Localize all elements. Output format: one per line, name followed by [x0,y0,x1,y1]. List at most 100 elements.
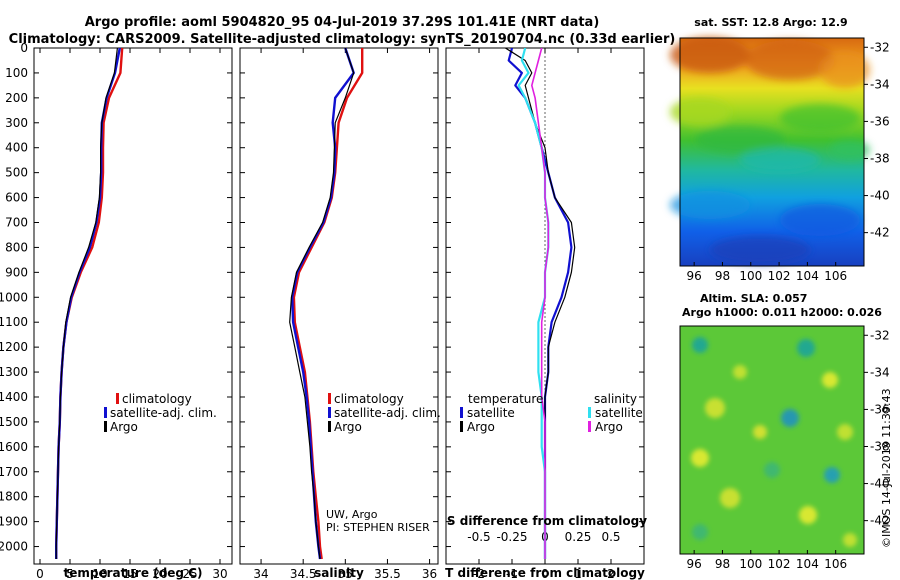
depth-tick-label: 700 [5,215,28,229]
map-x-tick-label: 96 [687,557,702,571]
salinity-annotation-line1: UW, Argo [326,508,378,521]
sst-map-frame [679,37,865,267]
x-tick-label: 1 [574,567,582,580]
depth-tick-label: 1200 [0,340,28,354]
salinity-x-axis: 34 34.5 35 35.5 36 [253,48,437,580]
x-tick-label: 34 [253,567,268,580]
temperature-series [55,48,124,559]
series-line-argo [289,48,355,560]
temperature-x-axis: 0 5 10 15 20 25 30 [36,48,228,580]
sla-map-axes: 96 98 100 102 104 106 -32 -34 -36 -38 -40 -42 [687,328,890,571]
map-y-tick-label: -32 [870,328,890,342]
temperature-axes [33,47,233,565]
sst-map-title: sat. SST: 12.8 Argo: 12.9 [694,16,847,29]
legend-swatch-temp-satellite [460,407,463,418]
legend-swatch-climatology [328,393,331,404]
map-x-tick-label: 100 [739,557,762,571]
map-y-tick-label: -34 [870,77,890,91]
x-tick-label: 30 [212,567,227,580]
x-tick-label: 36 [422,567,437,580]
legend-label-argo: Argo [334,420,362,434]
legend-swatch-sal-argo [588,421,591,432]
temperature-xlabel: temperature (deg C) [64,566,203,580]
map-x-tick-label: 106 [824,269,847,283]
map-x-tick-label: 104 [796,557,819,571]
legend-label-satellite: satellite-adj. clim. [334,406,441,420]
difference-legend: temperature satellite Argo salinity sate… [460,392,643,434]
depth-tick-label: 1800 [0,490,28,504]
x-tick-label: 10 [92,567,107,580]
depth-tick-label: 2000 [0,540,28,554]
x-tick-label: 34.5 [290,567,317,580]
map-x-tick-label: 104 [796,269,819,283]
depth-tick-label: 200 [5,91,28,105]
depth-tick-label: 900 [5,265,28,279]
legend-title-salinity: salinity [594,392,637,406]
legend-title-temperature: temperature [468,392,543,406]
salinity-annotation-line2: PI: STEPHEN RISER [326,521,430,534]
difference-top-axis: -0.5 -0.25 0 0.25 0.5 [467,530,620,544]
salinity-xlabel: salinity [314,566,364,580]
watermark: ©IMOS 14-Jul-2019 11:39:43 [880,388,893,548]
x-tick-label: 0 [36,567,44,580]
depth-tick-label: 0 [20,41,28,55]
x-tick-label: 2 [607,567,615,580]
map-x-tick-label: 102 [768,557,791,571]
depth-tick-label: 100 [5,66,28,80]
difference-series [505,48,576,559]
legend-label-satellite: satellite-adj. clim. [110,406,217,420]
legend-label-climatology: climatology [122,392,192,406]
depth-tick-label: 300 [5,116,28,130]
depth-tick-label: 1600 [0,440,28,454]
map-y-tick-label: -36 [870,114,890,128]
sla-map-field [680,326,864,554]
legend-label-temp-satellite: satellite [467,406,515,420]
legend-swatch-satellite [328,407,331,418]
depth-tick-label: 1900 [0,515,28,529]
map-x-tick-label: 98 [715,557,730,571]
x-tick-label: -1 [506,567,518,580]
series-line-salinity-argo [530,48,550,559]
depth-tick-label: 500 [5,166,28,180]
salinity-series [289,48,364,560]
temperature-legend: climatology satellite-adj. clim. Argo [104,392,217,434]
sla-map [679,325,865,555]
top-tick-label: 0.5 [601,530,620,544]
header-line1: Argo profile: aoml 5904820_95 04-Jul-201… [85,15,600,30]
map-y-tick-label: -38 [870,439,890,453]
map-y-tick-label: -34 [870,365,890,379]
sla-map-title-line2: Argo h1000: 0.011 h2000: 0.026 [682,306,882,319]
legend-label-sal-satellite: satellite [595,406,643,420]
legend-swatch-argo [104,421,107,432]
legend-swatch-satellite [104,407,107,418]
depth-tick-label: 1000 [0,290,28,304]
map-y-tick-label: -32 [870,40,890,54]
depth-tick-label: 600 [5,191,28,205]
x-tick-label: -2 [473,567,485,580]
depth-tick-label: 1100 [0,315,28,329]
x-tick-label: 35.5 [374,567,401,580]
difference-xlabel: T difference from climatology [445,566,645,580]
map-x-tick-label: 106 [824,557,847,571]
legend-label-sal-argo: Argo [595,420,623,434]
difference-top-xlabel: S difference from climatology [447,514,647,528]
depth-tick-label: 1500 [0,415,28,429]
legend-swatch-climatology [116,393,119,404]
depth-tick-label: 1300 [0,365,28,379]
map-x-tick-label: 102 [768,269,791,283]
depth-tick-label: 800 [5,240,28,254]
map-y-tick-label: -40 [870,477,890,491]
legend-swatch-temp-argo [460,421,463,432]
map-y-tick-label: -40 [870,189,890,203]
sla-map-texture [691,337,857,547]
map-y-tick-label: -36 [870,402,890,416]
map-y-tick-label: -38 [870,151,890,165]
legend-label-temp-argo: Argo [467,420,495,434]
legend-label-climatology: climatology [334,392,404,406]
x-tick-label: 5 [66,567,74,580]
map-x-tick-label: 98 [715,269,730,283]
header-line2: Climatology: CARS2009. Satellite-adjuste… [9,32,676,47]
legend-label-argo: Argo [110,420,138,434]
series-line-climatology [292,48,364,560]
